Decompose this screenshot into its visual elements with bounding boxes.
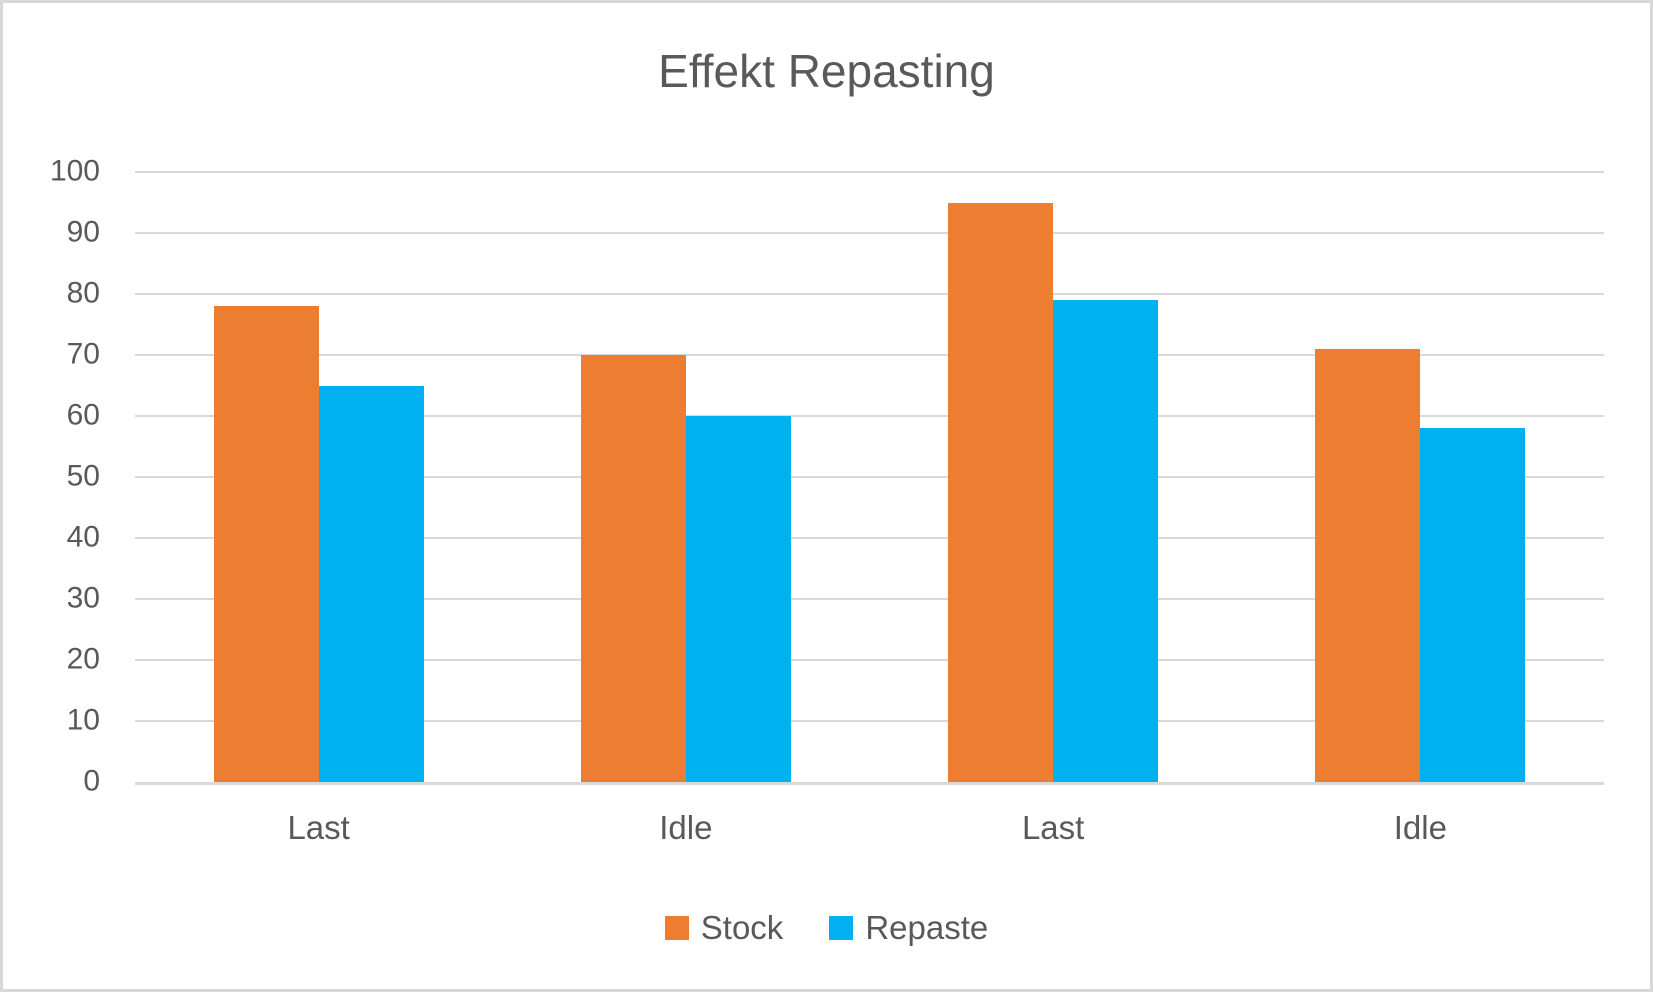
- bar-repaste-last-2: [1053, 300, 1159, 782]
- bar-stock-idle-1: [580, 355, 686, 782]
- legend-swatch-repaste-icon: [829, 916, 854, 940]
- legend-item-stock: Stock: [664, 909, 784, 947]
- gridline: [135, 598, 1604, 600]
- x-axis-category-label: Idle: [1393, 809, 1447, 846]
- y-axis-tick-label: 50: [66, 459, 100, 493]
- y-axis-tick-label: 100: [49, 154, 100, 188]
- bar-stock-last-2: [948, 202, 1054, 782]
- y-axis-tick-label: 40: [66, 520, 100, 554]
- gridline: [135, 415, 1604, 417]
- bar-stock-idle-3: [1315, 348, 1421, 782]
- gridline: [135, 659, 1604, 661]
- chart-title: Effekt Repasting: [658, 45, 995, 97]
- gridline: [135, 720, 1604, 722]
- legend-label-stock: Stock: [700, 909, 784, 946]
- legend-swatch-stock-icon: [664, 916, 689, 940]
- x-axis-category-label: Idle: [659, 809, 713, 846]
- bar-repaste-last-0: [318, 385, 424, 782]
- x-axis-category-label: Last: [287, 809, 350, 846]
- x-axis-category-label: Last: [1021, 809, 1085, 846]
- gridline: [135, 537, 1604, 539]
- gridline: [135, 232, 1604, 234]
- x-axis-line: [135, 782, 1604, 785]
- y-axis-tick-label: 20: [66, 642, 100, 676]
- gridline: [135, 476, 1604, 478]
- gridline: [135, 171, 1604, 173]
- legend-label-repaste: Repaste: [865, 909, 989, 946]
- gridline: [135, 354, 1604, 356]
- bar-stock-last-0: [213, 306, 319, 782]
- y-axis-tick-label: 60: [66, 398, 100, 432]
- y-axis-tick-label: 90: [66, 215, 100, 249]
- legend-item-repaste: Repaste: [829, 909, 988, 947]
- gridline: [135, 293, 1604, 295]
- bar-repaste-idle-3: [1420, 428, 1526, 782]
- y-axis-tick-label: 0: [83, 764, 100, 798]
- y-axis-tick-label: 10: [66, 703, 100, 737]
- y-axis-tick-label: 30: [66, 581, 100, 615]
- y-axis-tick-label: 70: [66, 337, 100, 371]
- y-axis-tick-label: 80: [66, 276, 100, 310]
- legend: Stock Repaste: [3, 906, 1650, 950]
- bar-repaste-idle-1: [685, 416, 791, 782]
